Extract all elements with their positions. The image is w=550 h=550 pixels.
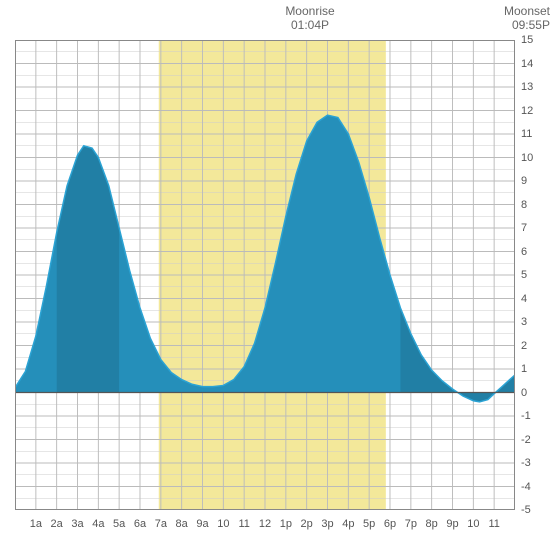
y-tick-label: 0: [521, 387, 527, 399]
y-tick-label: 14: [521, 58, 533, 70]
x-tick-label: 1p: [280, 518, 292, 530]
x-tick-label: 2p: [301, 518, 313, 530]
y-tick-label: 5: [521, 269, 527, 281]
x-tick-label: 4p: [342, 518, 354, 530]
x-tick-label: 5p: [363, 518, 375, 530]
y-tick-label: -1: [521, 410, 531, 422]
y-tick-label: 15: [521, 34, 533, 46]
x-tick-label: 3a: [71, 518, 83, 530]
x-tick-label: 11: [238, 518, 249, 530]
x-tick-label: 5a: [113, 518, 125, 530]
x-tick-label: 3p: [321, 518, 333, 530]
x-tick-label: 6p: [384, 518, 396, 530]
moonset-title: Moonset: [470, 4, 550, 18]
x-tick-label: 7p: [405, 518, 417, 530]
x-tick-label: 9p: [446, 518, 458, 530]
y-tick-label: 7: [521, 222, 527, 234]
x-tick-label: 7a: [155, 518, 167, 530]
y-tick-label: 3: [521, 316, 527, 328]
y-tick-label: 2: [521, 340, 527, 352]
plot-area: [15, 40, 515, 510]
x-tick-label: 1a: [30, 518, 42, 530]
y-tick-label: 4: [521, 293, 527, 305]
x-tick-label: 4a: [92, 518, 104, 530]
y-tick-label: -2: [521, 434, 531, 446]
moonrise-time: 01:04P: [270, 18, 350, 32]
y-tick-label: 11: [521, 128, 532, 140]
x-tick-label: 6a: [134, 518, 146, 530]
moonrise-label: Moonrise 01:04P: [270, 4, 350, 32]
x-tick-label: 12: [259, 518, 271, 530]
x-tick-label: 2a: [51, 518, 63, 530]
tide-chart: Moonrise 01:04P Moonset 09:55P 1a 2a 3a 4a 5…: [0, 0, 550, 550]
y-tick-label: 6: [521, 246, 527, 258]
y-tick-label: -3: [521, 457, 531, 469]
y-tick-label: 9: [521, 175, 527, 187]
x-tick-label: 11: [488, 518, 499, 530]
x-tick-label: 9a: [196, 518, 208, 530]
y-tick-label: -4: [521, 481, 531, 493]
x-tick-label: 10: [217, 518, 229, 530]
y-tick-label: 1: [521, 363, 527, 375]
x-tick-label: 10: [467, 518, 479, 530]
y-tick-label: 12: [521, 105, 533, 117]
moonrise-title: Moonrise: [270, 4, 350, 18]
x-tick-label: 8p: [426, 518, 438, 530]
x-tick-label: 8a: [176, 518, 188, 530]
y-tick-label: 13: [521, 81, 533, 93]
y-tick-label: 10: [521, 152, 533, 164]
moonset-time: 09:55P: [470, 18, 550, 32]
y-tick-label: 8: [521, 199, 527, 211]
moonset-label: Moonset 09:55P: [470, 4, 550, 32]
y-tick-label: -5: [521, 504, 531, 516]
